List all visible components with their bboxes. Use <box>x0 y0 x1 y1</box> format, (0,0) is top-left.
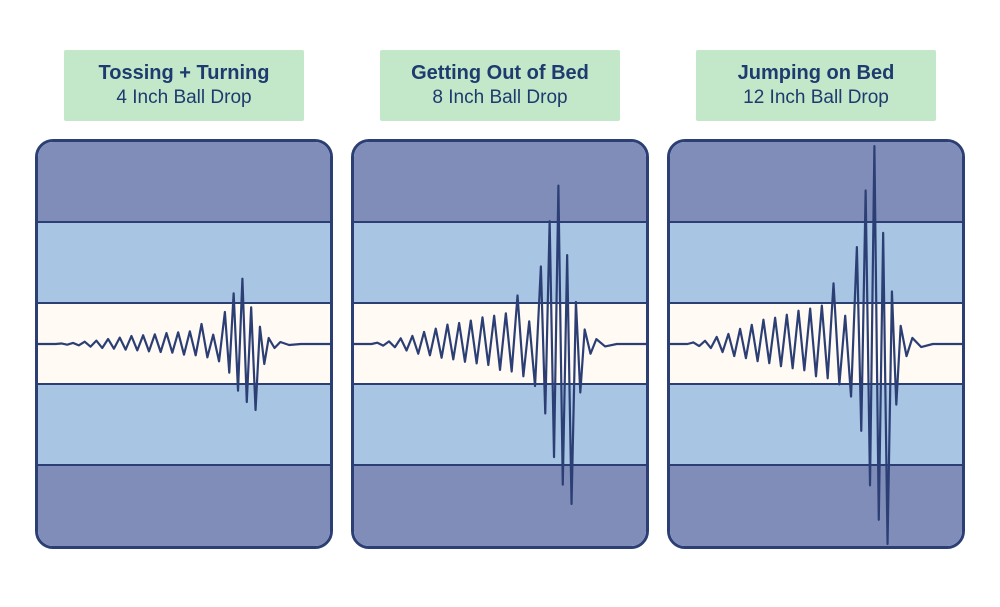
label-subtitle-1: 4 Inch Ball Drop <box>86 86 282 111</box>
label-subtitle-3: 12 Inch Ball Drop <box>718 86 914 111</box>
panel-tossing-turning: Tossing + Turning 4 Inch Ball Drop <box>35 50 333 549</box>
panels-container: Tossing + Turning 4 Inch Ball Drop Getti… <box>0 0 1000 589</box>
label-title-3: Jumping on Bed <box>718 60 914 86</box>
label-box-3: Jumping on Bed 12 Inch Ball Drop <box>696 50 936 121</box>
panel-getting-out-of-bed: Getting Out of Bed 8 Inch Ball Drop <box>351 50 649 549</box>
waveform-3 <box>670 142 962 546</box>
label-title-1: Tossing + Turning <box>86 60 282 86</box>
chart-box-1 <box>35 139 333 549</box>
chart-box-3 <box>667 139 965 549</box>
chart-box-2 <box>351 139 649 549</box>
waveform-1 <box>38 142 330 546</box>
label-title-2: Getting Out of Bed <box>402 60 598 86</box>
label-box-1: Tossing + Turning 4 Inch Ball Drop <box>64 50 304 121</box>
panel-jumping-on-bed: Jumping on Bed 12 Inch Ball Drop <box>667 50 965 549</box>
waveform-2 <box>354 142 646 546</box>
label-box-2: Getting Out of Bed 8 Inch Ball Drop <box>380 50 620 121</box>
label-subtitle-2: 8 Inch Ball Drop <box>402 86 598 111</box>
